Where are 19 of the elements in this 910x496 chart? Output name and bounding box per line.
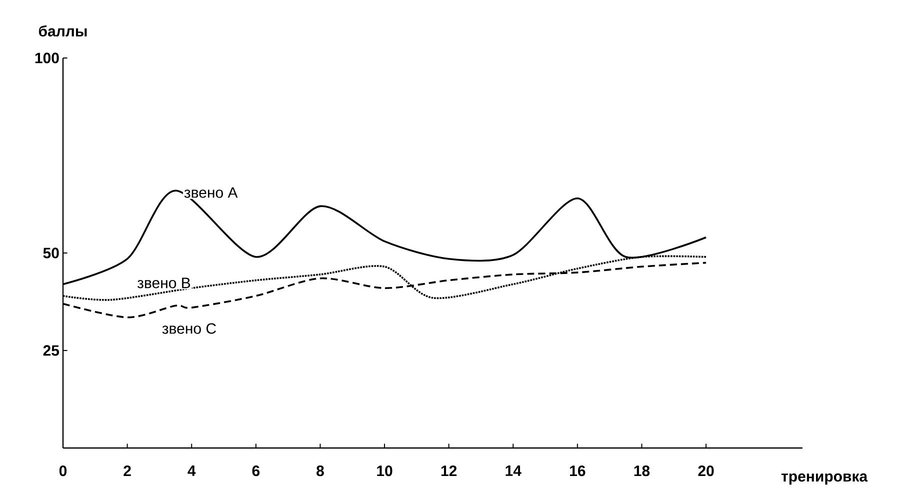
x-tick-label: 6 [252,466,260,476]
y-tick-label: 100 [35,52,59,64]
y-axis-title: баллы [38,25,87,36]
series-label: звено B [137,278,190,288]
y-tick-label: 50 [43,248,59,258]
y-tick-label: 25 [43,345,60,356]
x-tick-label: 20 [698,466,714,476]
series-label: звено C [162,323,216,334]
x-tick-label: 16 [570,466,586,476]
x-tick-label: 14 [506,466,522,476]
x-tick-label: 10 [377,466,392,476]
x-tick-label: 4 [188,466,196,476]
x-axis-title: тренировка [781,473,868,485]
series-label: звено A [184,187,238,198]
x-tick-label: 18 [634,466,650,476]
x-tick-label: 8 [316,466,324,476]
x-tick-label: 2 [124,466,131,476]
x-tick-label: 12 [441,466,457,476]
x-tick-label: 0 [59,466,67,476]
